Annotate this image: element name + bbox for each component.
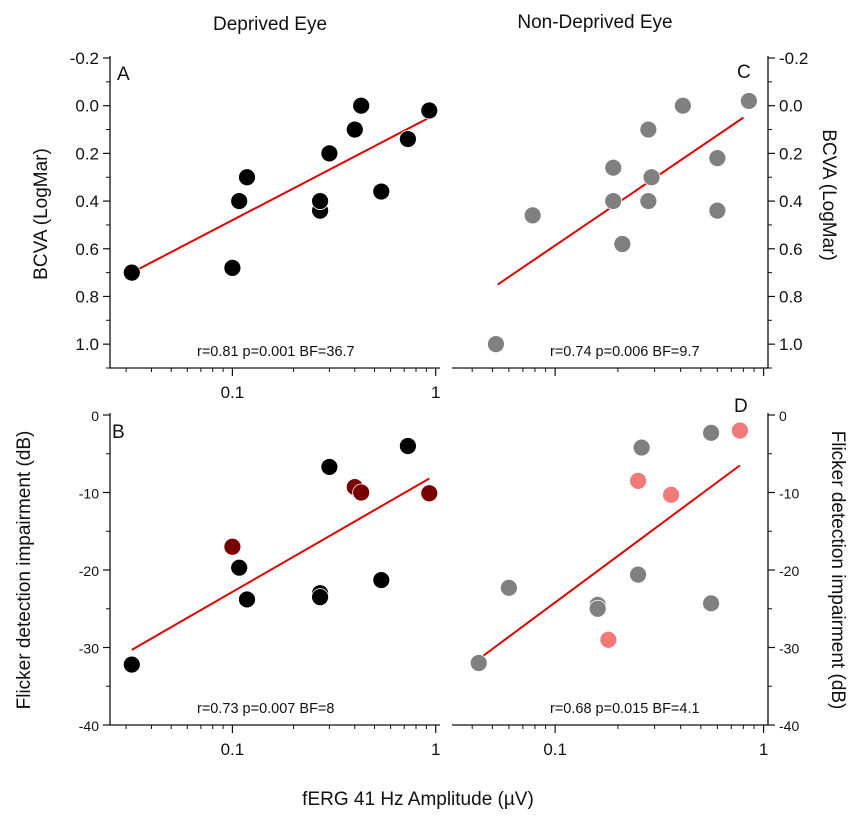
x-tick-label: 1 [431,740,440,759]
data-point [372,182,391,201]
data-point [662,485,680,504]
data-point [399,130,417,148]
data-point [223,537,242,556]
data-point [702,423,720,442]
y-tick-label: -20 [779,563,799,579]
data-point [238,590,256,609]
data-point [629,565,647,584]
y-tick-label: -20 [79,563,99,579]
data-point [122,655,141,674]
data-point [230,558,249,577]
data-point [122,263,141,282]
data-point [708,201,727,220]
y-tick-label: 0 [779,408,787,424]
data-point [420,101,439,120]
y-tick-label: 0.6 [779,240,803,259]
data-point [500,578,518,597]
y-tick-label: -10 [79,486,99,502]
y-axis-label-top-right: BCVA (LogMar) [818,129,839,261]
y-tick-label: -40 [79,718,99,734]
regression-line [131,116,430,274]
panel-letter: A [117,64,130,85]
y-tick-label: 0.8 [779,287,803,306]
stats-annotation: r=0.73 p=0.007 BF=8 [197,701,334,717]
y-tick-label: 0.2 [779,144,803,163]
y-tick-label: 0.4 [75,192,99,211]
regression-line [478,464,741,660]
y-tick-label: 0.8 [75,287,99,306]
stats-annotation: r=0.74 p=0.006 BF=9.7 [550,344,700,360]
data-point [523,206,542,225]
data-point [613,235,632,253]
data-point [673,96,692,115]
data-point [642,168,661,187]
y-axis-label-bottom-left: Flicker detection impairment (dB) [14,431,35,710]
y-tick-label: -0.2 [70,49,99,68]
data-point [345,120,364,139]
stats-annotation: r=0.68 p=0.015 BF=4.1 [550,701,700,717]
y-tick-label: 0.4 [779,192,803,211]
data-point [320,144,339,163]
data-point [487,335,505,354]
col-title-deprived: Deprived Eye [213,14,327,35]
data-point [238,168,256,187]
x-tick-label: 0.1 [543,740,567,759]
data-point [702,594,720,613]
col-title-non-deprived: Non-Deprived Eye [517,12,672,33]
data-point [230,192,249,210]
data-point [588,599,607,618]
y-axis-label-top-left: BCVA (LogMar) [31,148,52,280]
data-point [352,483,371,502]
x-tick-label: 0.1 [221,383,245,402]
y-tick-label: -0.2 [779,49,808,68]
y-tick-label: 1.0 [779,335,803,354]
x-tick-label: 0.1 [221,740,245,759]
data-point [639,120,658,139]
y-tick-label: 1.0 [75,335,99,354]
data-point [320,458,339,476]
data-point [469,654,488,672]
data-point [352,96,371,115]
y-axis-label-bottom-right: Flicker detection impairment (dB) [827,431,848,710]
data-point [629,471,647,490]
panel-b: 0 -10 -20 -30 -40 0.1 1 Br=0.73 p=0.007 BF=8 [79,408,441,759]
y-tick-label: 0.2 [75,144,99,163]
data-point [311,192,329,210]
regression-line [131,477,430,651]
x-tick-label: 1 [759,740,768,759]
y-tick-label: 0 [91,408,99,424]
data-point [399,437,417,455]
y-tick-label: -10 [779,486,799,502]
panel-letter: B [112,422,125,443]
data-point [632,438,651,457]
data-point [372,571,391,589]
data-point [604,158,623,177]
y-tick-label: 0.6 [75,240,99,259]
panel-c: -0.2 0.0 0.2 0.4 0.6 0.8 1.0 Cr=0.74 p=0.006 BF… [452,49,808,376]
data-point [223,258,242,277]
panel-a: -0.2 0.0 0.2 0.4 0.6 0.8 1.0 0.1 1 Ar=0.81 p=0.00… [70,49,441,402]
data-point [599,630,618,649]
y-tick-label: 0.0 [75,97,99,116]
y-tick-label: -30 [79,641,99,657]
y-tick-label: -40 [779,718,799,734]
data-point [639,192,658,210]
data-point [420,484,439,503]
data-point [604,192,623,210]
data-point [731,421,749,440]
stats-annotation: r=0.81 p=0.001 BF=36.7 [197,344,355,360]
y-tick-label: 0.0 [779,97,803,116]
data-point [739,92,758,110]
x-axis-label: fERG 41 Hz Amplitude (µV) [302,789,534,810]
panel-d: 0 -10 -20 -30 -40 0.1 1 Dr=0.68 p=0.015 BF=4.1 [452,396,799,759]
data-point [311,588,329,607]
y-tick-label: -30 [779,641,799,657]
x-tick-label: 1 [431,383,440,402]
data-point [708,149,727,168]
panel-letter: C [737,62,751,83]
panels: -0.2 0.0 0.2 0.4 0.6 0.8 1.0 0.1 1 Ar=0.81 p=0.00… [70,49,809,759]
panel-letter: D [734,396,748,417]
